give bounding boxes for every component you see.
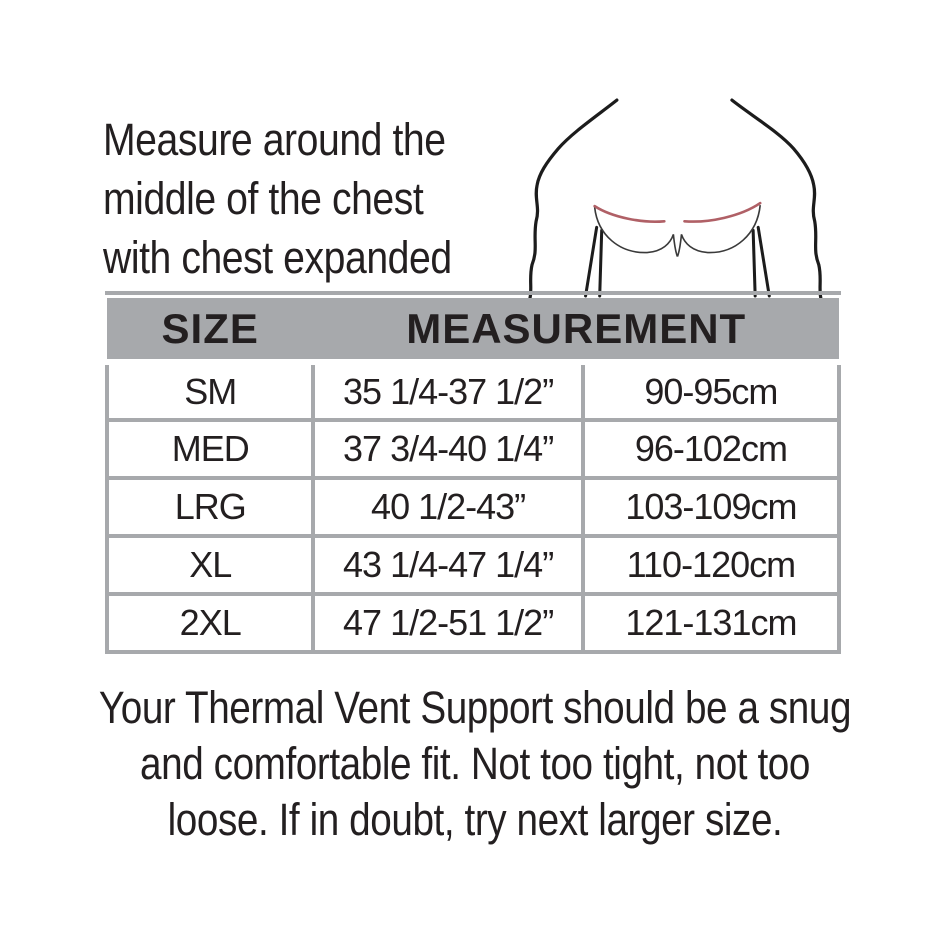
size-cell: XL xyxy=(104,534,316,596)
measurement-line-left xyxy=(593,204,666,223)
measurement-column-header: MEASUREMENT xyxy=(313,298,839,365)
cm-cell: 90-95cm xyxy=(580,360,842,422)
size-cell: 2XL xyxy=(104,592,316,654)
fit-note-line: Your Thermal Vent Support should be a sn… xyxy=(98,682,852,733)
size-column-header: SIZE xyxy=(107,298,314,365)
torso-left-pec xyxy=(593,207,679,257)
size-cell: MED xyxy=(104,418,316,480)
cm-cell: 121-131cm xyxy=(580,592,842,654)
measurement-line-right xyxy=(683,201,762,223)
size-cell: LRG xyxy=(104,476,316,538)
torso-right-pec xyxy=(676,205,762,257)
cm-cell: 110-120cm xyxy=(580,534,842,596)
inches-cell: 37 3/4-40 1/4” xyxy=(311,418,585,480)
table-row: LRG 40 1/2-43” 103-109cm xyxy=(104,476,842,538)
torso-left-inner-arm xyxy=(598,228,604,298)
table-row: XL 43 1/4-47 1/4” 110-120cm xyxy=(104,534,842,596)
instruction-line: with chest expanded xyxy=(103,232,452,283)
instruction-line: middle of the chest xyxy=(103,173,424,224)
size-table-section: SIZE MEASUREMENT SM 35 1/4-37 1/2” 90-95… xyxy=(104,291,842,654)
fit-note: Your Thermal Vent Support should be a sn… xyxy=(67,680,884,848)
torso-left-arm-outline xyxy=(528,98,619,300)
size-chart-table: SIZE MEASUREMENT SM 35 1/4-37 1/2” 90-95… xyxy=(104,298,842,654)
measure-instruction: Measure around the middle of the chest w… xyxy=(103,110,452,287)
table-row: 2XL 47 1/2-51 1/2” 121-131cm xyxy=(104,592,842,654)
cm-cell: 103-109cm xyxy=(580,476,842,538)
instruction-line: Measure around the xyxy=(103,114,446,165)
torso-right-arm-outline xyxy=(730,98,823,300)
cm-cell: 96-102cm xyxy=(580,418,842,480)
fit-note-line: loose. If in doubt, try next larger size… xyxy=(167,794,783,845)
inches-cell: 35 1/4-37 1/2” xyxy=(311,360,585,422)
fit-note-line: and comfortable fit. Not too tight, not … xyxy=(140,738,810,789)
table-top-rule xyxy=(105,291,841,295)
torso-left-inner-arm xyxy=(584,225,599,298)
table-row: SM 35 1/4-37 1/2” 90-95cm xyxy=(104,360,842,422)
inches-cell: 40 1/2-43” xyxy=(311,476,585,538)
table-header-row: SIZE MEASUREMENT xyxy=(107,298,839,365)
size-cell: SM xyxy=(104,360,316,422)
inches-cell: 47 1/2-51 1/2” xyxy=(311,592,585,654)
inches-cell: 43 1/4-47 1/4” xyxy=(311,534,585,596)
table-row: MED 37 3/4-40 1/4” 96-102cm xyxy=(104,418,842,480)
chest-measurement-illustration xyxy=(528,98,823,300)
torso-right-inner-arm xyxy=(756,225,771,298)
torso-right-inner-arm xyxy=(751,228,757,298)
